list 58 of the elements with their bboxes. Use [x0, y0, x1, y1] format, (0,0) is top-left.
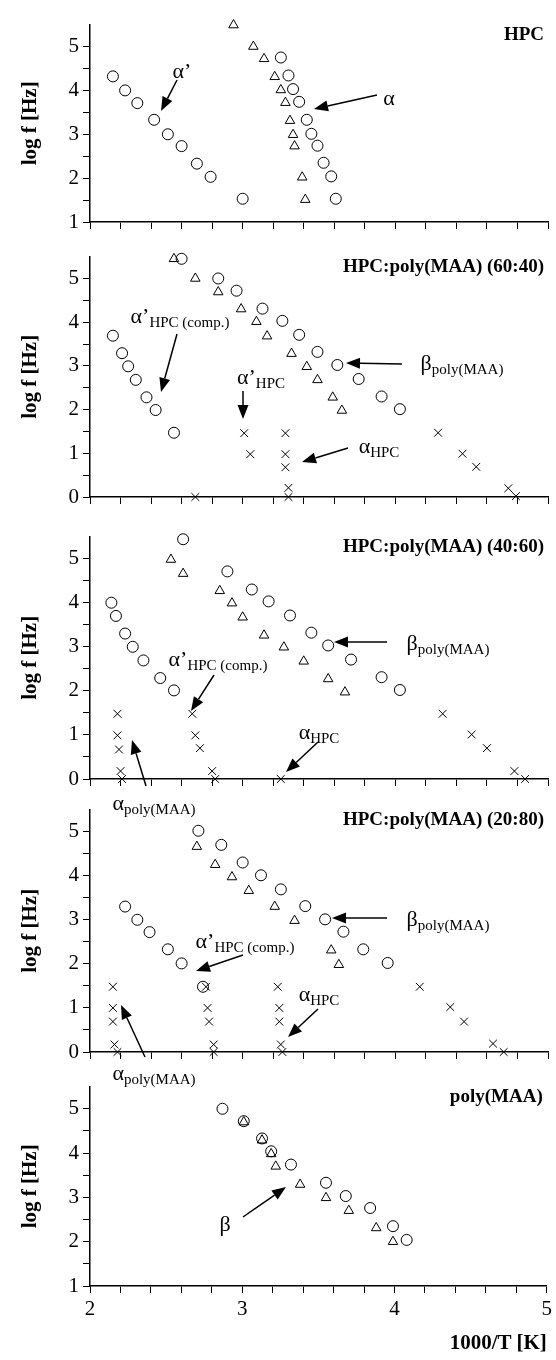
y-tick-label: 2 — [68, 677, 79, 702]
y-tick-label: 3 — [68, 633, 79, 658]
annotation: α’ — [172, 58, 192, 83]
annotation: α — [383, 85, 395, 110]
y-tick-label: 4 — [68, 76, 80, 101]
y-tick-label: 2 — [68, 396, 79, 421]
annotation: α$_{poly(MAA)}$ — [112, 789, 196, 817]
y-tick-label: 3 — [68, 352, 79, 377]
y-tick-label: 5 — [68, 33, 79, 58]
y-tick-label: 4 — [68, 308, 80, 333]
y-tick-label: 5 — [68, 1095, 79, 1120]
annotation: β$_{poly(MAA)}$ — [420, 349, 504, 377]
x-axis-title: 1000/T [K] — [449, 1329, 547, 1354]
annotation: α’$_{HPC (comp.)}$ — [168, 645, 268, 673]
y-tick-label: 0 — [68, 483, 79, 508]
y-tick-label: 3 — [68, 1183, 79, 1208]
y-tick-label: 4 — [68, 589, 80, 614]
y-tick-label: 2 — [68, 950, 79, 975]
chart-title: HPC:poly(MAA) (20:80) — [342, 807, 544, 830]
x-tick-label: 2 — [84, 1296, 96, 1321]
chart-title: HPC:poly(MAA) (60:40) — [342, 254, 544, 277]
y-axis-title: log f [Hz] — [17, 888, 42, 973]
y-axis-title: log f [Hz] — [17, 1144, 42, 1229]
y-tick-label: 4 — [68, 1139, 80, 1164]
x-tick-label: 5 — [541, 1296, 552, 1321]
annotation: β — [219, 1211, 231, 1236]
y-tick-label: 1 — [68, 1272, 79, 1297]
annotation: α’$_{HPC (comp.)}$ — [130, 302, 230, 330]
y-axis-title: log f [Hz] — [17, 81, 42, 166]
y-axis-title: log f [Hz] — [17, 334, 42, 419]
y-tick-label: 5 — [68, 264, 79, 289]
annotation: α$_{HPC}$ — [298, 718, 340, 746]
y-tick-label: 4 — [68, 862, 80, 887]
annotation: α$_{HPC}$ — [298, 980, 340, 1008]
x-tick-label: 4 — [389, 1296, 401, 1321]
annotation: α$_{HPC}$ — [358, 432, 400, 460]
y-tick-label: 1 — [68, 439, 79, 464]
annotation: α’$_{HPC (comp.)}$ — [195, 927, 295, 955]
y-tick-label: 3 — [68, 906, 79, 931]
annotation: β$_{poly(MAA)}$ — [406, 629, 490, 657]
y-tick-label: 5 — [68, 545, 79, 570]
chart-title: HPC — [503, 22, 544, 45]
y-tick-label: 3 — [68, 120, 79, 145]
chart-title: HPC:poly(MAA) (40:60) — [342, 534, 544, 557]
x-tick-label: 3 — [237, 1296, 248, 1321]
y-tick-label: 1 — [68, 208, 79, 233]
y-tick-label: 1 — [68, 994, 79, 1019]
text: α$_{poly(MAA)}$ — [112, 1059, 196, 1087]
y-axis-title: log f [Hz] — [17, 615, 42, 700]
y-tick-label: 0 — [68, 765, 79, 790]
annotation: α’$_{HPC}$ — [236, 363, 286, 391]
y-tick-label: 5 — [68, 818, 79, 843]
y-tick-label: 2 — [68, 164, 79, 189]
y-tick-label: 2 — [68, 1228, 79, 1253]
y-tick-label: 0 — [68, 1038, 79, 1063]
y-tick-label: 1 — [68, 721, 79, 746]
chart-title: poly(MAA) — [449, 1084, 543, 1107]
annotation: β$_{poly(MAA)}$ — [406, 905, 490, 933]
